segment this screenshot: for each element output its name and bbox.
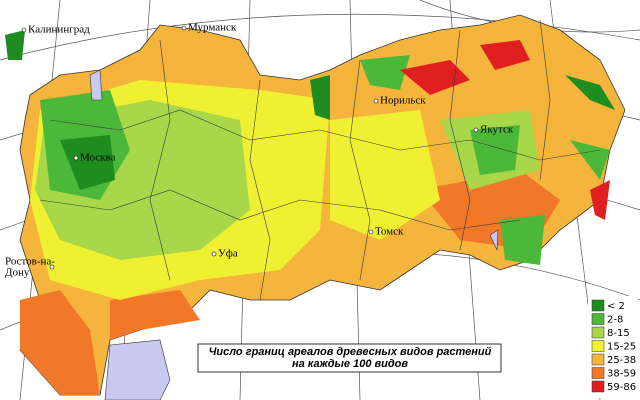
- legend-swatch: [591, 326, 605, 339]
- legend-label: < 2: [607, 301, 625, 312]
- city-dot: [21, 27, 27, 33]
- city-dot: [73, 155, 79, 161]
- city-dot: [373, 98, 379, 104]
- legend-swatch: [591, 367, 605, 379]
- caption-line: Число границ ареалов древесных видов рас…: [209, 346, 492, 358]
- legend: < 2 2-8 8-15 15-25 25-38 38-59 59-86: [591, 299, 636, 393]
- legend-label: 59-86: [607, 382, 636, 393]
- city-label: Уфа: [218, 248, 238, 260]
- legend-label: 38-59: [607, 369, 636, 380]
- caption-box: [197, 343, 502, 373]
- city-label: Москва: [80, 152, 116, 164]
- legend-swatch: [591, 340, 605, 352]
- zones: [5, 30, 615, 400]
- city-label: Норильск: [380, 95, 426, 107]
- legend-label: 25-38: [607, 355, 636, 366]
- city-dot: [49, 264, 55, 270]
- city-dot: [473, 127, 479, 133]
- city-dot: [211, 251, 217, 257]
- city-dot: [368, 229, 374, 235]
- city-label: Калининград: [28, 24, 90, 36]
- legend-swatch: [591, 313, 605, 325]
- caption-line: на каждые 100 видов: [292, 358, 408, 370]
- city-label: Якутск: [480, 124, 514, 136]
- legend-label: 15-25: [607, 342, 636, 353]
- city-label: Дону: [5, 267, 30, 279]
- region-borders: [39, 19, 601, 301]
- legend-label: 2-8: [607, 315, 623, 326]
- legend-swatch: [591, 299, 605, 312]
- legend-swatch: [591, 353, 605, 366]
- city-label: Мурманск: [188, 22, 237, 34]
- city-labels: Калининград Мурманск Норильск Якутск Москва Т…: [5, 22, 514, 279]
- legend-swatch: [591, 380, 605, 393]
- city-dot: [181, 25, 187, 31]
- city-label: Ростов-на-: [5, 256, 55, 268]
- city-label: Томск: [375, 226, 404, 238]
- legend-label: 8-15: [607, 328, 630, 339]
